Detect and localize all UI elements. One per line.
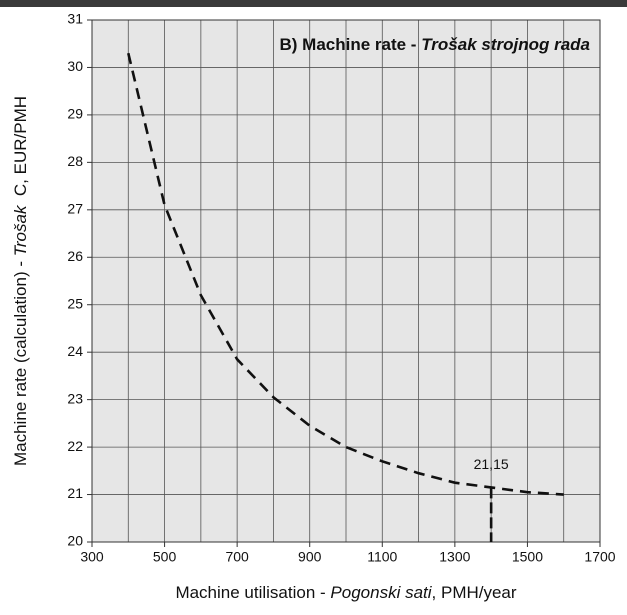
- x-tick-label: 900: [298, 549, 322, 565]
- y-label-part: Trošak: [11, 204, 30, 256]
- y-tick-label: 20: [67, 533, 83, 549]
- y-tick-label: 25: [67, 295, 83, 311]
- x-tick-label: 500: [153, 549, 177, 565]
- y-label-part: C, EUR/PMH: [11, 96, 30, 206]
- x-tick-label: 1500: [512, 549, 543, 565]
- title-part: B) Machine rate -: [280, 35, 422, 54]
- chart-title: B) Machine rate - Trošak strojnog rada: [280, 35, 591, 54]
- x-tick-label: 300: [80, 549, 104, 565]
- x-label-part: , PMH/year: [432, 583, 517, 602]
- y-label-part: Machine rate (calculation) -: [11, 256, 30, 466]
- x-tick-label: 700: [225, 549, 249, 565]
- annotation-label: 21,15: [474, 456, 509, 472]
- y-tick-label: 26: [67, 248, 83, 264]
- x-tick-label: 1300: [439, 549, 470, 565]
- y-tick-label: 28: [67, 153, 83, 169]
- title-part: Trošak strojnog rada: [421, 35, 590, 54]
- y-tick-label: 24: [67, 343, 83, 359]
- y-tick-label: 21: [67, 485, 83, 501]
- y-tick-label: 27: [67, 201, 83, 217]
- chart: B) Machine rate - Trošak strojnog rada M…: [0, 0, 627, 610]
- page: {"chart_data": { "type": "line", "title"…: [0, 0, 627, 610]
- x-label-part: Machine utilisation -: [175, 583, 330, 602]
- y-tick-label: 22: [67, 438, 83, 454]
- y-tick-label: 30: [67, 58, 83, 74]
- x-label-part: Pogonski sati: [330, 583, 432, 602]
- y-tick-label: 29: [67, 106, 83, 122]
- y-tick-label: 23: [67, 390, 83, 406]
- x-tick-label: 1100: [367, 549, 397, 565]
- y-axis-label: Machine rate (calculation) - Trošak C, E…: [11, 96, 30, 466]
- y-tick-label: 31: [67, 11, 83, 27]
- x-axis-label: Machine utilisation - Pogonski sati, PMH…: [175, 583, 516, 602]
- top-image-strip: [0, 0, 627, 7]
- x-tick-label: 1700: [584, 549, 615, 565]
